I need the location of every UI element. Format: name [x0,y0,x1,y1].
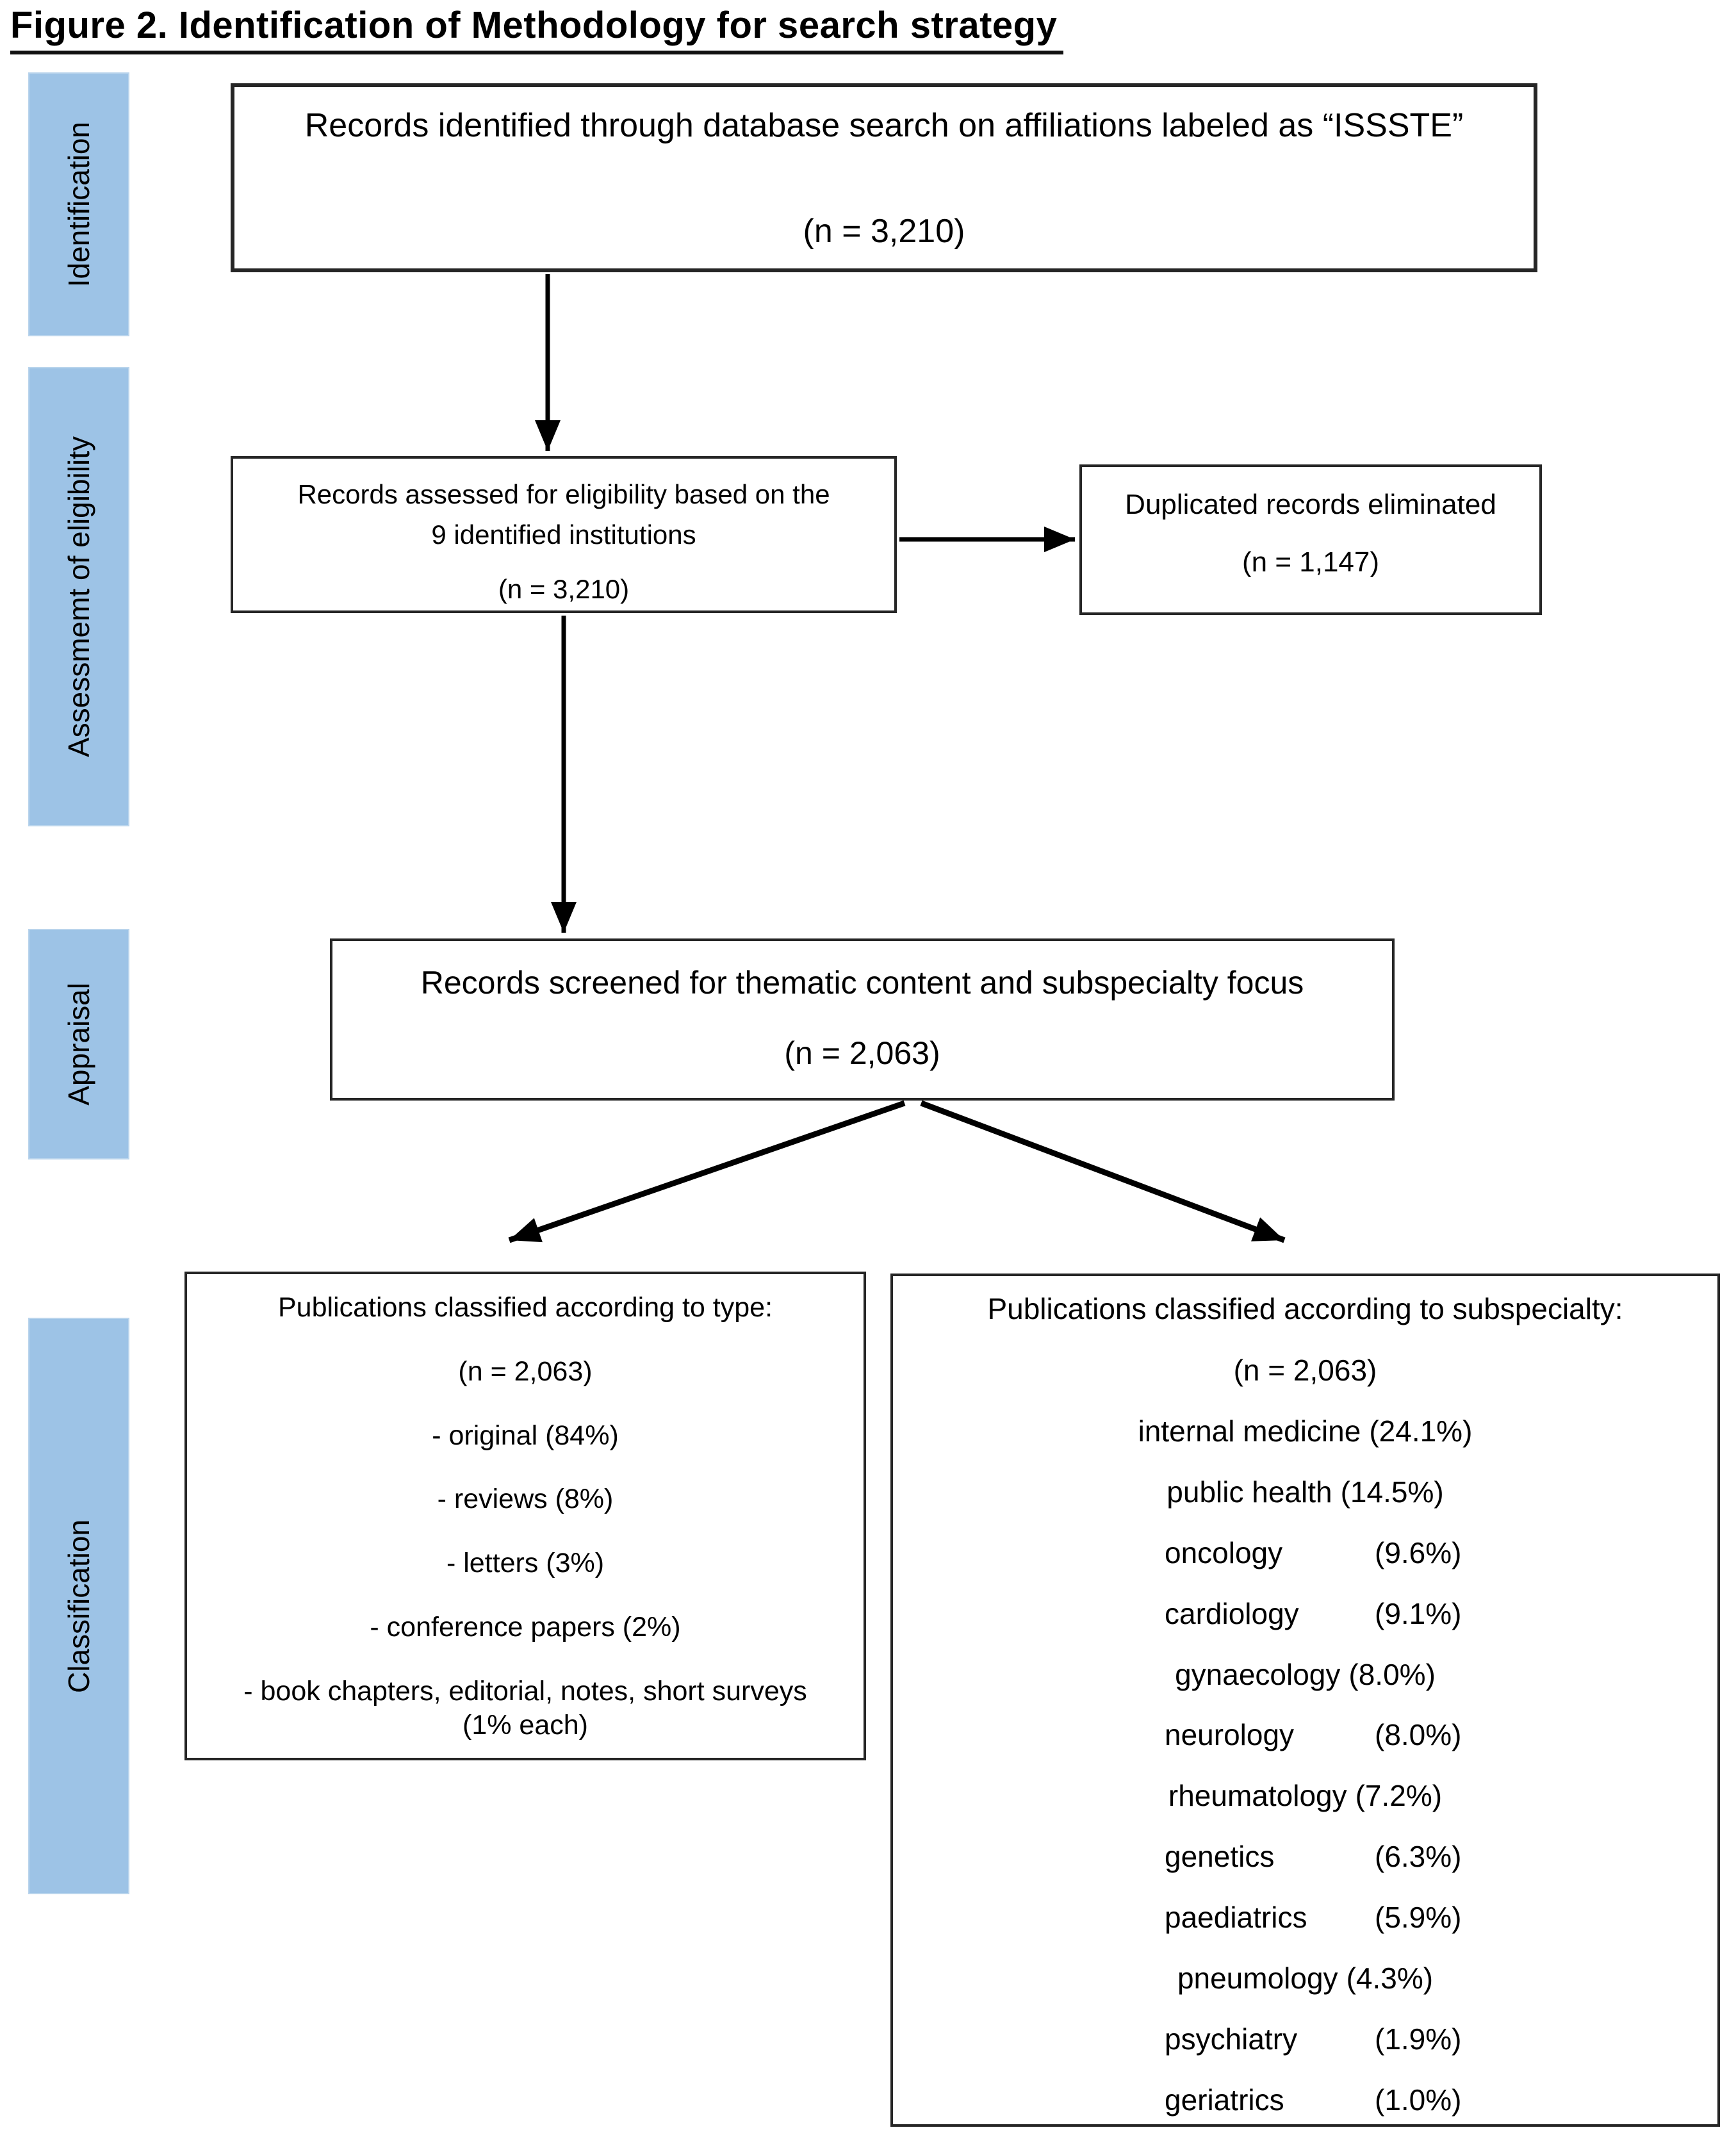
box-heading: Publications classified according to typ… [277,1292,773,1323]
box-count: (n = 2,063) [1233,1354,1377,1387]
stage-label-text: Classification [62,1519,95,1693]
subspecialty-row: paediatrics (5.9%) [893,1901,1717,1935]
subspecialty-pct: (8.0%) [1348,1657,1436,1691]
stage-label-classification: Classification [28,1318,129,1894]
subspecialty-row: geriatrics (1.0%) [893,2083,1717,2117]
subspecialty-pct: (1.9%) [1375,2022,1462,2056]
subspecialty-row: neurology (8.0%) [893,1718,1717,1752]
figure-title: Figure 2. Identification of Methodology … [10,4,1064,54]
box-records-assessed: Records assessed for eligibility based o… [231,456,897,613]
subspecialty-row: rheumatology (7.2%) [893,1779,1717,1813]
subspecialty-row: internal medicine (24.1%) [893,1414,1717,1448]
box-publications-by-subspecialty: Publications classified according to sub… [890,1274,1720,2127]
subspecialty-pct: (4.3%) [1346,1962,1434,1995]
subspecialty-pct: (9.6%) [1375,1536,1462,1569]
stage-label-text: Appraisal [62,983,95,1106]
subspecialty-name: gynaecology [1175,1657,1341,1691]
type-item: - book chapters, editorial, notes, short… [243,1675,807,1741]
subspecialty-row: cardiology (9.1%) [893,1597,1717,1631]
subspecialty-list: internal medicine (24.1%) public health (14… [893,1414,1717,2117]
subspecialty-pct: (5.9%) [1375,1901,1462,1935]
type-item: - original (84%) [432,1420,619,1451]
box-duplicated-records: Duplicated records eliminated (n = 1,147… [1079,464,1542,615]
subspecialty-pct: (7.2%) [1355,1779,1443,1813]
box-text: Records identified through database sear… [304,107,1464,144]
stage-label-appraisal: Appraisal [28,929,129,1159]
box-text: Duplicated records eliminated [1125,489,1496,520]
subspecialty-name: cardiology [1165,1596,1299,1630]
subspecialty-name: oncology [1165,1536,1283,1569]
subspecialty-pct: (24.1%) [1369,1414,1473,1448]
box-records-identified: Records identified through database sear… [231,83,1537,272]
arrow-screened-to-bysubspecialty [920,1100,1286,1243]
subspecialty-row: genetics (6.3%) [893,1840,1717,1874]
subspecialty-pct: (1.0%) [1375,2083,1462,2117]
stage-label-assessment-of-eligibility: Assessmemt of eligibility [28,367,129,826]
type-item: - letters (3%) [446,1548,605,1578]
subspecialty-row: oncology (9.6%) [893,1536,1717,1570]
box-count: (n = 1,147) [1241,546,1380,578]
subspecialty-name: neurology [1165,1718,1295,1752]
box-records-screened: Records screened for thematic content an… [330,938,1395,1101]
subspecialty-name: rheumatology [1168,1779,1347,1813]
box-count: (n = 3,210) [498,574,630,604]
box-text: Records screened for thematic content an… [420,965,1304,1001]
box-publications-by-type: Publications classified according to typ… [184,1272,866,1760]
type-item: - conference papers (2%) [370,1611,681,1642]
type-item: - reviews (8%) [437,1484,614,1515]
box-count: (n = 2,063) [784,1035,940,1071]
subspecialty-name: genetics [1165,1840,1275,1874]
arrow-screened-to-bytype [508,1100,906,1243]
subspecialty-name: psychiatry [1165,2022,1298,2056]
subspecialty-name: geriatrics [1165,2083,1284,2117]
subspecialty-pct: (6.3%) [1375,1840,1462,1874]
box-heading: Publications classified according to sub… [987,1292,1623,1325]
type-item-list: - original (84%) - reviews (8%) - letters … [216,1419,835,1744]
stage-label-identification: Identification [28,72,129,336]
box-count: (n = 3,210) [803,213,965,250]
subspecialty-row: public health (14.5%) [893,1475,1717,1509]
subspecialty-row: pneumology (4.3%) [893,1962,1717,1995]
subspecialty-pct: (14.5%) [1340,1475,1444,1509]
subspecialty-row: gynaecology (8.0%) [893,1658,1717,1692]
stage-label-text: Assessmemt of eligibility [62,436,95,758]
subspecialty-name: pneumology [1177,1962,1338,1995]
subspecialty-pct: (8.0%) [1375,1718,1462,1752]
subspecialty-row: psychiatry (1.9%) [893,2022,1717,2056]
box-text: 9 identified institutions [431,520,696,550]
box-text: Records assessed for eligibility based o… [297,479,830,509]
box-count: (n = 2,063) [458,1356,593,1387]
subspecialty-name: paediatrics [1165,1901,1307,1935]
subspecialty-pct: (9.1%) [1375,1596,1462,1630]
subspecialty-name: public health [1167,1475,1332,1509]
subspecialty-name: internal medicine [1138,1414,1361,1448]
stage-label-text: Identification [62,121,95,288]
